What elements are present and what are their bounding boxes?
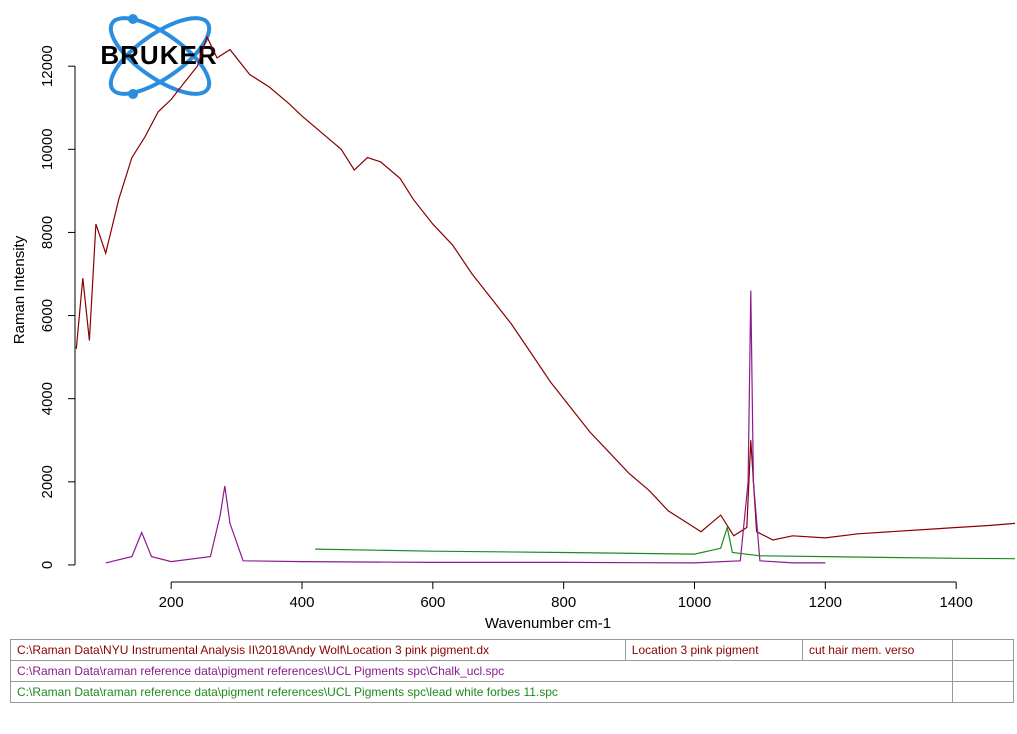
x-tick-label: 200 [159, 594, 184, 611]
legend-path: C:\Raman Data\raman reference data\pigme… [10, 681, 953, 703]
legend-note: cut hair mem. verso [801, 639, 954, 661]
spectrum-line [105, 290, 826, 564]
legend-empty [952, 639, 1014, 661]
x-tick-label: 600 [420, 594, 445, 611]
legend-path: C:\Raman Data\raman reference data\pigme… [10, 660, 953, 682]
y-axis-label: Raman Intensity [11, 235, 28, 344]
legend-sample: Location 3 pink pigment [624, 639, 803, 661]
legend-row: C:\Raman Data\NYU Instrumental Analysis … [10, 639, 1014, 661]
y-tick-label: 6000 [39, 299, 56, 332]
y-tick-label: 8000 [39, 216, 56, 249]
logo-dot [128, 14, 138, 24]
spectrum-line [315, 525, 1016, 560]
x-axis-label: Wavenumber cm-1 [485, 615, 611, 632]
y-tick-label: 0 [39, 561, 56, 569]
legend-row: C:\Raman Data\raman reference data\pigme… [10, 660, 1014, 682]
x-tick-label: 1400 [939, 594, 972, 611]
logo-text: BRUKER [100, 40, 217, 70]
spectrum-line [75, 35, 1016, 541]
legend-empty [952, 681, 1014, 703]
x-tick-label: 800 [551, 594, 576, 611]
logo-orbit [108, 16, 212, 96]
x-tick-label: 1000 [678, 594, 711, 611]
y-tick-label: 10000 [39, 128, 56, 170]
y-tick-label: 2000 [39, 465, 56, 498]
x-tick-label: 400 [289, 594, 314, 611]
logo-dot [128, 89, 138, 99]
y-tick-label: 4000 [39, 382, 56, 415]
legend-path: C:\Raman Data\NYU Instrumental Analysis … [10, 639, 626, 661]
y-tick-label: 12000 [39, 45, 56, 87]
x-tick-label: 1200 [809, 594, 842, 611]
legend-empty [952, 660, 1014, 682]
logo: BRUKER [100, 14, 217, 99]
legend-row: C:\Raman Data\raman reference data\pigme… [10, 681, 1014, 703]
logo-orbit [108, 16, 212, 96]
legend-table: C:\Raman Data\NYU Instrumental Analysis … [10, 639, 1014, 703]
chart: BRUKER Wavenumber cm-1 Raman Intensity 0… [11, 14, 1016, 632]
